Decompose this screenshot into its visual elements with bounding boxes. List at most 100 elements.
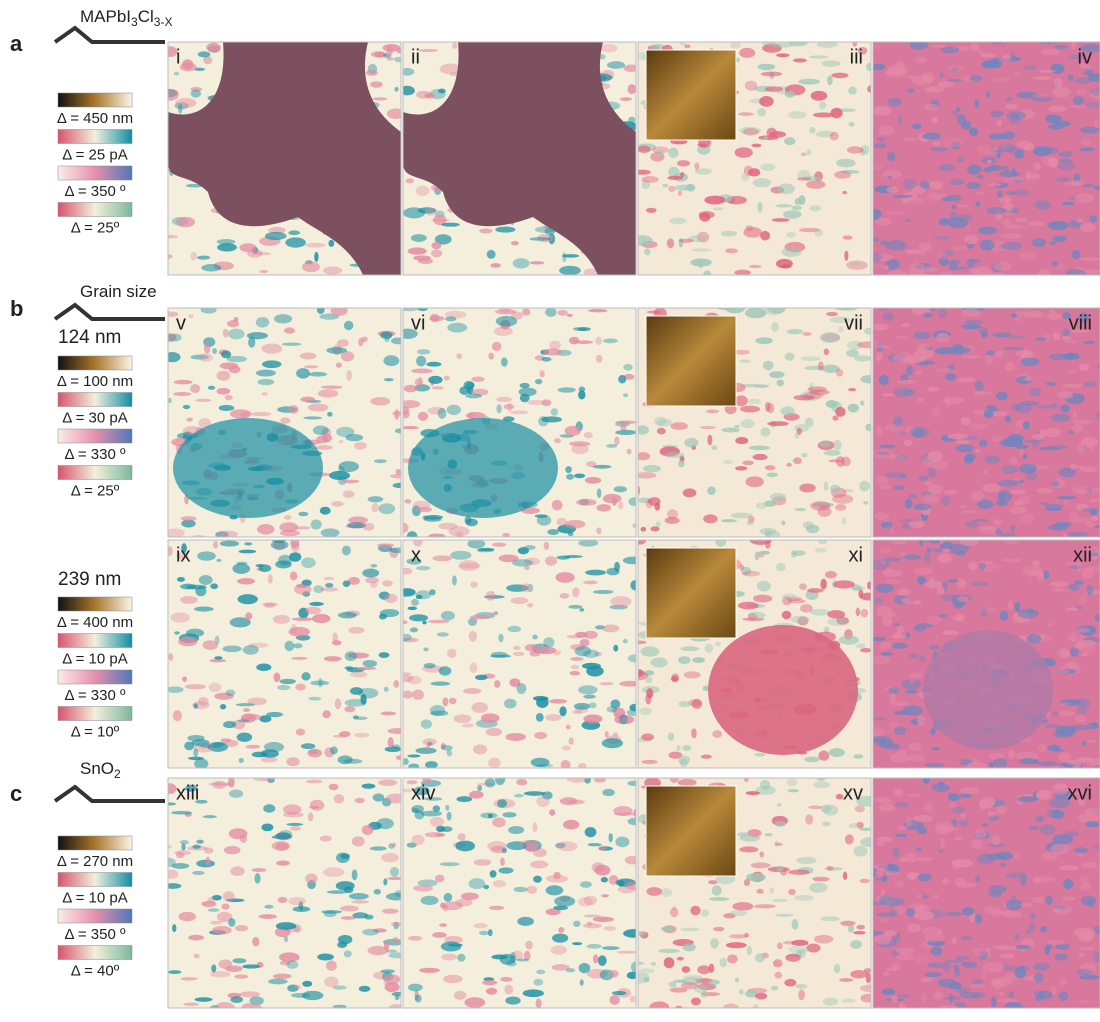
texture xyxy=(858,589,864,599)
texture xyxy=(1076,88,1087,96)
texture xyxy=(841,489,854,493)
texture xyxy=(300,743,316,750)
texture xyxy=(403,690,413,699)
texture xyxy=(1029,387,1041,397)
texture xyxy=(990,145,995,154)
texture xyxy=(1054,521,1072,528)
texture xyxy=(272,614,291,624)
texture xyxy=(739,988,744,995)
texture xyxy=(1024,376,1034,381)
texture xyxy=(1016,751,1038,761)
texture xyxy=(745,476,764,488)
texture xyxy=(312,613,331,624)
texture xyxy=(403,85,415,96)
texture xyxy=(970,983,987,989)
texture xyxy=(857,341,871,349)
texture xyxy=(217,243,237,252)
texture xyxy=(403,620,408,625)
texture xyxy=(445,804,450,811)
texture xyxy=(880,918,890,923)
texture xyxy=(1041,851,1058,861)
texture xyxy=(877,864,895,869)
texture xyxy=(232,563,251,574)
texture xyxy=(258,564,272,573)
texture xyxy=(259,269,269,274)
texture xyxy=(799,583,807,591)
texture xyxy=(174,631,180,635)
texture xyxy=(769,887,775,894)
texture xyxy=(918,347,929,355)
texture xyxy=(888,743,901,750)
texture xyxy=(1031,896,1045,904)
texture xyxy=(219,540,240,547)
texture xyxy=(446,404,461,415)
texture xyxy=(326,960,337,971)
texture xyxy=(1010,489,1026,495)
texture xyxy=(752,178,772,188)
texture xyxy=(566,473,574,480)
texture xyxy=(976,499,994,509)
texture xyxy=(900,431,906,435)
texture xyxy=(841,517,847,525)
texture xyxy=(980,53,997,58)
texture xyxy=(937,1004,958,1008)
texture xyxy=(185,784,197,792)
texture xyxy=(775,204,793,208)
texture xyxy=(438,666,452,676)
texture xyxy=(616,950,636,954)
texture xyxy=(218,404,235,412)
texture xyxy=(393,56,401,63)
texture xyxy=(725,942,747,949)
texture xyxy=(599,682,614,686)
texture xyxy=(1053,905,1062,913)
texture xyxy=(690,248,712,252)
texture xyxy=(875,841,885,846)
texture xyxy=(220,350,232,359)
texture xyxy=(681,977,702,986)
texture xyxy=(1051,260,1059,267)
texture xyxy=(956,107,961,112)
texture xyxy=(194,758,209,768)
texture xyxy=(1054,669,1077,675)
texture xyxy=(890,634,910,639)
texture xyxy=(383,686,389,692)
texture xyxy=(806,180,826,189)
texture xyxy=(734,424,740,429)
texture xyxy=(999,610,1009,621)
texture xyxy=(759,527,777,535)
texture xyxy=(338,461,359,472)
texture xyxy=(1094,613,1100,622)
texture xyxy=(894,880,905,888)
texture xyxy=(968,423,989,430)
texture xyxy=(1049,798,1071,809)
texture xyxy=(915,856,933,862)
texture xyxy=(1058,978,1068,986)
texture xyxy=(564,425,581,436)
texture xyxy=(351,836,365,847)
texture xyxy=(386,46,393,56)
texture xyxy=(814,229,823,237)
texture xyxy=(900,856,908,863)
texture xyxy=(876,137,886,142)
colorbar-label: Δ = 450 nm xyxy=(57,110,133,127)
texture xyxy=(1055,725,1077,736)
texture xyxy=(598,846,613,851)
texture xyxy=(534,514,548,518)
texture xyxy=(426,741,433,746)
texture xyxy=(781,596,792,606)
texture xyxy=(407,606,418,611)
texture xyxy=(1014,934,1020,940)
texture xyxy=(1062,312,1071,320)
texture xyxy=(171,862,190,869)
texture xyxy=(455,898,473,907)
panel-border xyxy=(637,539,872,769)
texture xyxy=(1003,211,1015,217)
texture xyxy=(411,834,425,846)
texture xyxy=(1033,972,1044,983)
texture xyxy=(893,416,903,427)
texture xyxy=(748,445,771,451)
texture xyxy=(960,812,967,821)
texture xyxy=(888,454,905,460)
texture xyxy=(527,583,534,593)
texture xyxy=(922,132,941,140)
